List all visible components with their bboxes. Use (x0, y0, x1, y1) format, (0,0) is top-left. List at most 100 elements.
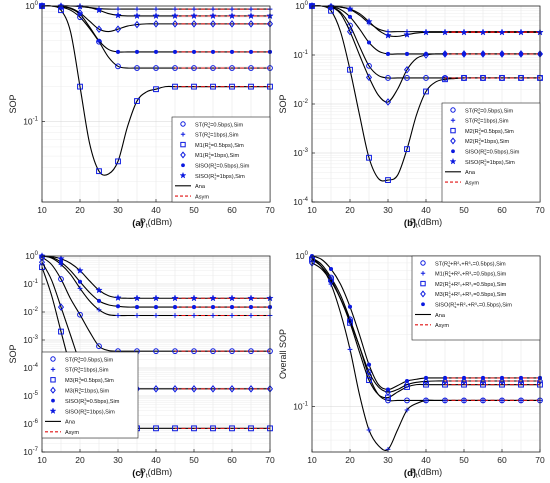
data-point-dot (518, 375, 524, 381)
legend-marker-diamond (420, 290, 426, 298)
data-point-circle (248, 65, 254, 71)
x-tick-label: 40 (151, 205, 161, 215)
x-tick-label: 30 (383, 205, 393, 215)
data-point-circle (77, 311, 83, 318)
data-point-diamond (152, 20, 160, 28)
data-point-star (441, 28, 449, 36)
x-tick-label: 10 (37, 455, 47, 465)
data-point-plus (191, 6, 197, 12)
legend-label: Ana (465, 170, 476, 176)
data-point-square (366, 154, 372, 161)
legend-label: ST(R1 s=1bps),Sim (195, 131, 239, 140)
data-point-dot (96, 38, 102, 43)
legend-label: SISO(R1 s=1bps),Sim (195, 172, 245, 181)
data-point-square (191, 83, 197, 90)
x-tick-label: 40 (151, 455, 161, 465)
data-point-circle (366, 62, 372, 69)
data-point-plus (248, 6, 254, 12)
legend-label: M2(R2 s=1bps),Sim (465, 137, 510, 146)
data-point-star (384, 31, 392, 39)
data-point-plus (347, 346, 353, 352)
data-point-star (498, 28, 506, 36)
data-point-diamond (152, 385, 160, 393)
data-point-diamond (384, 98, 392, 106)
x-tick-label: 20 (75, 205, 85, 215)
data-point-circle (172, 65, 178, 71)
data-point-square (366, 377, 372, 384)
legend-entry: Ana (175, 184, 206, 190)
legend-label: SISO(R1 s=0.5bps),Sim (195, 162, 250, 171)
legend-entry: M3(R3 s=1bps),Sim (50, 387, 110, 395)
data-point-star (346, 4, 354, 13)
data-point-dot (328, 266, 334, 272)
data-point-star (247, 294, 255, 302)
legend-entry: M2(R1 s+R²ₛ+R³ₛ=0.5bps),Sim (420, 280, 507, 289)
data-point-diamond (247, 20, 255, 28)
data-point-plus (366, 427, 372, 433)
data-point-star (479, 28, 487, 36)
data-point-star (57, 254, 65, 262)
data-point-diamond (228, 385, 236, 393)
x-tick-label: 70 (535, 455, 545, 465)
data-point-dot (499, 375, 505, 381)
legend-label: M2(R1 s+R²ₛ+R³ₛ=0.5bps),Sim (435, 280, 507, 289)
y-tick-label: 10-2 (23, 307, 38, 317)
legend-label: ST(R3 s=0.5bps),Sim (65, 355, 114, 364)
legend-box (411, 255, 541, 341)
data-point-diamond (171, 20, 179, 28)
data-point-dot (499, 51, 505, 57)
legend-box (41, 351, 139, 439)
legend-label: SISO(R2 s=1bps),Sim (465, 158, 515, 167)
y-tick-label: 10-7 (23, 447, 38, 457)
data-point-dot (77, 279, 83, 284)
data-point-star (190, 294, 198, 302)
legend-entry: Ana (45, 420, 76, 426)
data-point-dot (191, 305, 197, 310)
legend-marker-star (449, 157, 457, 165)
data-point-square (58, 328, 64, 335)
y-tick-label: 10-3 (293, 148, 308, 158)
data-point-plus (404, 407, 410, 413)
legend-label: M2(R2 s=0.5bps),Sim (465, 127, 514, 136)
legend-entry: SISO(R2 s=1bps),Sim (449, 157, 515, 167)
data-point-dot (210, 305, 216, 310)
data-point-square (153, 86, 159, 93)
data-point-dot (366, 362, 372, 367)
data-point-plus (172, 313, 178, 318)
data-point-circle (385, 75, 391, 81)
panel-caption: (a) (132, 218, 144, 229)
data-point-star (171, 294, 179, 302)
data-point-dot (96, 298, 102, 303)
data-point-dot (172, 305, 178, 310)
data-point-square (172, 425, 178, 432)
x-tick-label: 50 (189, 455, 199, 465)
series-group (308, 2, 544, 183)
data-point-diamond (365, 368, 373, 376)
data-point-star (209, 11, 217, 20)
legend-entry: SISO(R1 s=1bps),Sim (179, 171, 245, 181)
x-tick-label: 60 (227, 205, 237, 215)
data-point-circle (210, 65, 216, 71)
legend-label: SISO(R3 s=1bps),Sim (65, 407, 115, 416)
data-point-diamond (190, 20, 198, 28)
data-point-circle (423, 75, 429, 81)
data-point-diamond (422, 377, 430, 386)
data-point-plus (115, 313, 121, 318)
data-point-square (518, 75, 524, 81)
data-point-dot (404, 51, 410, 57)
legend-label: SISO(R3 s=0.5bps),Sim (65, 397, 120, 406)
legend-marker-plus (420, 271, 426, 276)
data-point-dot (134, 305, 140, 310)
data-point-square (461, 381, 467, 388)
legend-marker-star (179, 171, 187, 179)
data-point-plus (96, 307, 102, 313)
data-point-circle (404, 75, 410, 81)
data-point-plus (229, 313, 235, 318)
y-axis-label: SOP (278, 94, 288, 113)
y-tick-label: 100 (295, 251, 308, 261)
data-point-diamond (441, 377, 449, 385)
legend-marker-diamond (180, 151, 186, 159)
data-point-circle (229, 65, 235, 71)
